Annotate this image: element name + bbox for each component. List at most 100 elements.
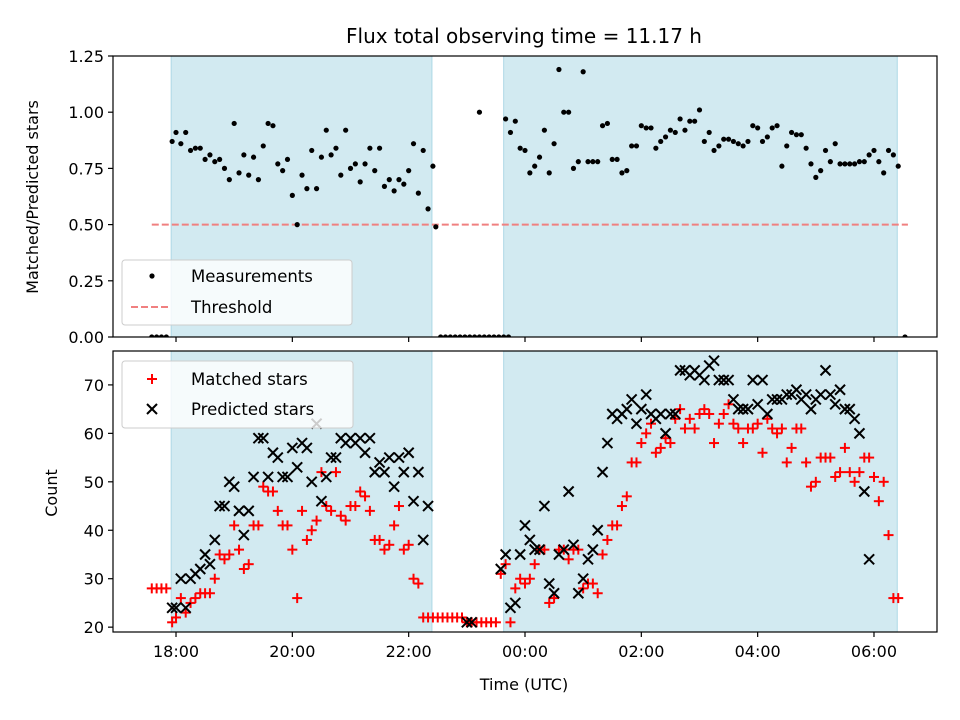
measurement-point	[275, 161, 281, 167]
x-b	[204, 558, 216, 570]
x-tick-label: 06:00	[851, 642, 897, 661]
measurement-point	[803, 145, 809, 151]
y-tick-label: 0.50	[68, 216, 104, 235]
predicted-star-point	[194, 563, 206, 575]
bottom-y-axis-label: Count	[42, 469, 61, 517]
measurement-point	[818, 168, 824, 174]
x-b	[737, 403, 749, 415]
predicted-star-point	[170, 602, 182, 614]
x-b	[495, 563, 507, 575]
x-b	[272, 451, 284, 464]
measurement-point	[527, 170, 533, 176]
measurement-point	[672, 129, 678, 136]
x-b	[635, 403, 648, 415]
legend-label-measurements: Measurements	[191, 267, 313, 286]
measurement-point	[633, 143, 640, 149]
measurement-point	[343, 127, 349, 133]
predicted-star-point	[533, 543, 546, 556]
x-tick-label: 20:00	[269, 642, 315, 661]
predicted-star-point	[708, 354, 720, 367]
predicted-star-point	[369, 466, 381, 478]
predicted-star-point	[354, 432, 366, 444]
matched-star-point	[350, 501, 361, 512]
matched-star-point	[854, 467, 865, 478]
x-b	[727, 393, 740, 406]
measurement-point	[755, 125, 761, 131]
x-b	[354, 432, 366, 444]
measurement-point	[241, 152, 247, 158]
measurement-point	[265, 120, 271, 127]
x-b	[664, 408, 677, 420]
y-tick-label: 1.00	[68, 103, 104, 122]
predicted-star-point	[761, 408, 774, 420]
predicted-star-point	[853, 427, 866, 440]
predicted-star-point	[422, 500, 434, 512]
matched-star-point	[524, 573, 535, 584]
measurement-point	[566, 109, 572, 115]
measurement-point	[284, 156, 291, 163]
predicted-star-point	[572, 587, 585, 599]
predicted-star-point	[674, 364, 686, 377]
matched-star-point	[718, 408, 729, 419]
measurement-point	[750, 123, 756, 129]
measurement-point	[779, 163, 785, 169]
measurement-point	[476, 334, 483, 337]
matched-star-point	[868, 471, 879, 482]
x-b	[655, 408, 667, 420]
predicted-star-point	[306, 476, 318, 488]
matched-star-point	[893, 593, 904, 604]
predicted-star-point	[800, 388, 812, 401]
matched-star-point	[776, 423, 787, 434]
x-b	[790, 384, 803, 396]
measurement-point	[735, 141, 741, 147]
x-b	[359, 447, 371, 459]
measurement-point	[701, 138, 707, 145]
measurement-point	[462, 334, 468, 337]
predicted-star-point	[291, 461, 303, 473]
measurement-point	[793, 132, 800, 138]
measurement-point	[813, 174, 819, 180]
x-b	[402, 447, 415, 459]
x-b	[320, 471, 332, 483]
matched-star-point	[665, 438, 676, 449]
predicted-star-point	[781, 388, 793, 401]
predicted-star-point	[209, 534, 221, 546]
measurement-point	[328, 152, 334, 158]
measurement-point	[357, 179, 363, 185]
measurement-point	[798, 132, 804, 138]
predicted-star-point	[417, 534, 429, 546]
matched-star-point	[393, 501, 404, 512]
measurement-point	[604, 120, 611, 127]
measurement-point	[585, 159, 591, 165]
matched-star-point	[694, 408, 705, 419]
x-b	[858, 485, 871, 498]
measurement-point	[687, 118, 693, 124]
measurement-point	[255, 177, 262, 183]
measurement-point	[876, 159, 882, 165]
x-b	[369, 466, 381, 478]
x-b	[674, 364, 686, 377]
matched-star-point	[713, 418, 724, 429]
measurement-point	[561, 109, 567, 115]
matched-star-point	[883, 530, 894, 541]
measurement-point	[745, 138, 751, 145]
measurement-point	[599, 123, 606, 129]
predicted-star-point	[252, 432, 265, 444]
measurement-point	[505, 334, 512, 337]
measurement-point	[788, 129, 795, 136]
x-b	[625, 393, 638, 406]
x-b	[194, 563, 206, 575]
y-tick-label: 40	[84, 521, 104, 540]
x-b	[751, 398, 764, 411]
predicted-star-point	[213, 500, 226, 512]
matched-star-point	[767, 423, 778, 434]
predicted-star-point	[276, 471, 289, 483]
measurement-point	[580, 69, 586, 75]
measurement-point	[430, 163, 436, 169]
measurement-point	[260, 143, 266, 149]
matched-star-point	[786, 442, 797, 453]
measurement-point	[536, 154, 543, 160]
predicted-star-point	[747, 374, 759, 386]
measurement-point	[376, 145, 383, 151]
